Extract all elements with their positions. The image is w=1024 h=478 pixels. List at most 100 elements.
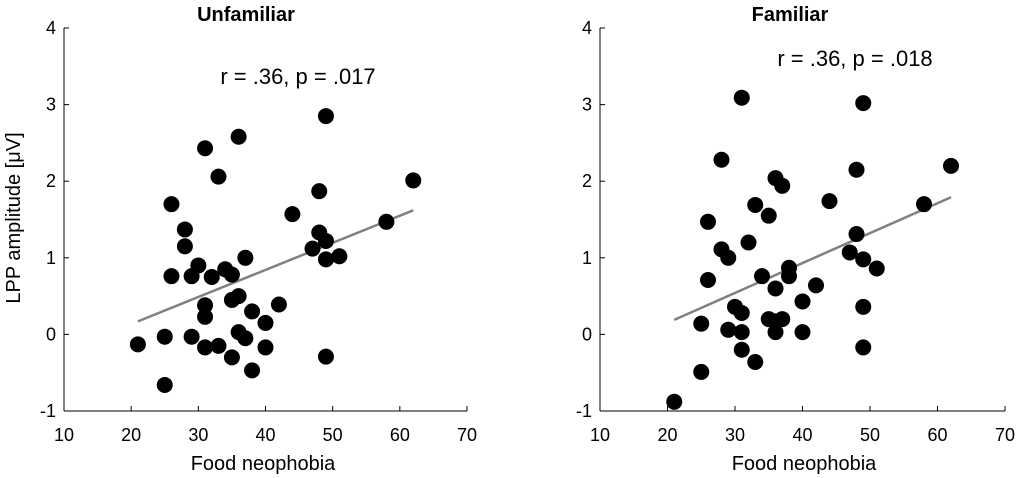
data-point: [720, 249, 737, 266]
x-axis-label: Food neophobia: [732, 453, 877, 475]
data-point: [747, 353, 764, 370]
data-point: [230, 128, 247, 145]
data-point: [700, 213, 716, 230]
data-point: [176, 221, 193, 238]
y-tick-label: 4: [46, 18, 56, 38]
data-point: [747, 196, 764, 213]
x-tick-label: 30: [188, 425, 208, 445]
x-tick-label: 50: [323, 425, 343, 445]
data-point: [311, 183, 328, 200]
data-point: [700, 272, 716, 289]
data-point: [317, 348, 334, 365]
y-tick-label: -1: [576, 401, 592, 421]
data-point: [230, 288, 247, 305]
x-axis-label: Food neophobia: [191, 453, 336, 475]
data-point: [197, 297, 214, 314]
data-point: [183, 328, 200, 345]
data-point: [794, 324, 811, 341]
y-tick-label: 0: [582, 324, 592, 344]
correlation-annotation: r = .36, p = .018: [777, 46, 932, 71]
panel-title: Unfamiliar: [197, 4, 295, 26]
data-point: [733, 89, 750, 106]
data-point: [693, 315, 710, 332]
panel-title: Familiar: [752, 4, 829, 26]
data-point: [237, 330, 254, 347]
data-point: [733, 324, 750, 341]
data-point: [855, 298, 872, 315]
x-tick-label: 20: [657, 425, 677, 445]
data-point: [317, 232, 334, 249]
data-point: [754, 268, 770, 285]
data-point: [284, 206, 301, 223]
data-point: [156, 376, 173, 393]
data-point: [197, 308, 214, 325]
data-point: [774, 177, 791, 194]
data-point: [190, 257, 207, 274]
trend-line: [673, 196, 952, 321]
data-point: [943, 157, 959, 174]
data-point: [720, 321, 737, 338]
data-point: [855, 251, 872, 268]
data-point: [270, 296, 287, 313]
y-axis-label: LPP amplitude [μV]: [3, 132, 25, 303]
data-point: [774, 311, 791, 328]
data-point: [848, 161, 865, 178]
data-point: [331, 248, 348, 265]
data-point: [405, 172, 422, 189]
data-point: [163, 196, 180, 213]
y-tick-label: -1: [40, 401, 56, 421]
data-point: [129, 336, 146, 353]
data-point: [794, 293, 811, 310]
y-tick-label: 1: [46, 248, 56, 268]
data-point: [197, 339, 214, 356]
y-tick-label: 1: [582, 248, 592, 268]
data-point: [203, 268, 220, 285]
x-tick-label: 70: [995, 425, 1015, 445]
data-point: [317, 251, 334, 268]
data-point: [317, 108, 334, 125]
data-point: [855, 339, 872, 356]
data-point: [257, 339, 274, 356]
y-tick-label: 3: [46, 95, 56, 115]
y-tick-label: 0: [46, 324, 56, 344]
y-tick-label: 3: [582, 95, 592, 115]
x-tick-label: 70: [457, 425, 477, 445]
data-point: [855, 95, 872, 112]
x-tick-label: 40: [255, 425, 275, 445]
panel-familiar: Familiar r = .36, p = .018 Food neophobi…: [576, 4, 1015, 475]
data-point: [210, 337, 227, 354]
data-point: [378, 213, 395, 230]
x-tick-label: 60: [927, 425, 947, 445]
data-point: [693, 363, 710, 380]
data-point: [841, 244, 858, 261]
trend-line: [137, 209, 414, 323]
data-point: [733, 304, 750, 321]
data-point: [821, 193, 838, 210]
data-point: [767, 324, 784, 341]
data-point: [767, 280, 784, 297]
data-point: [868, 260, 885, 277]
panel-unfamiliar: Unfamiliar r = .36, p = .017 Food neopho…: [3, 4, 477, 475]
data-point: [733, 341, 750, 358]
data-point: [713, 151, 730, 168]
data-point: [244, 303, 261, 320]
data-point: [176, 238, 193, 255]
data-point: [244, 362, 261, 379]
data-point: [848, 226, 865, 243]
data-point: [156, 328, 173, 345]
y-tick-label: 2: [46, 171, 56, 191]
data-point: [257, 314, 274, 331]
correlation-annotation: r = .36, p = .017: [220, 64, 375, 89]
data-point: [740, 234, 757, 251]
data-point: [808, 277, 824, 294]
x-tick-label: 10: [54, 425, 74, 445]
data-point: [223, 266, 240, 283]
y-tick-label: 2: [582, 171, 592, 191]
data-point: [163, 268, 180, 285]
x-tick-label: 30: [725, 425, 745, 445]
data-point: [666, 393, 683, 410]
data-point: [760, 207, 777, 224]
data-point: [916, 196, 932, 213]
x-tick-label: 50: [860, 425, 880, 445]
